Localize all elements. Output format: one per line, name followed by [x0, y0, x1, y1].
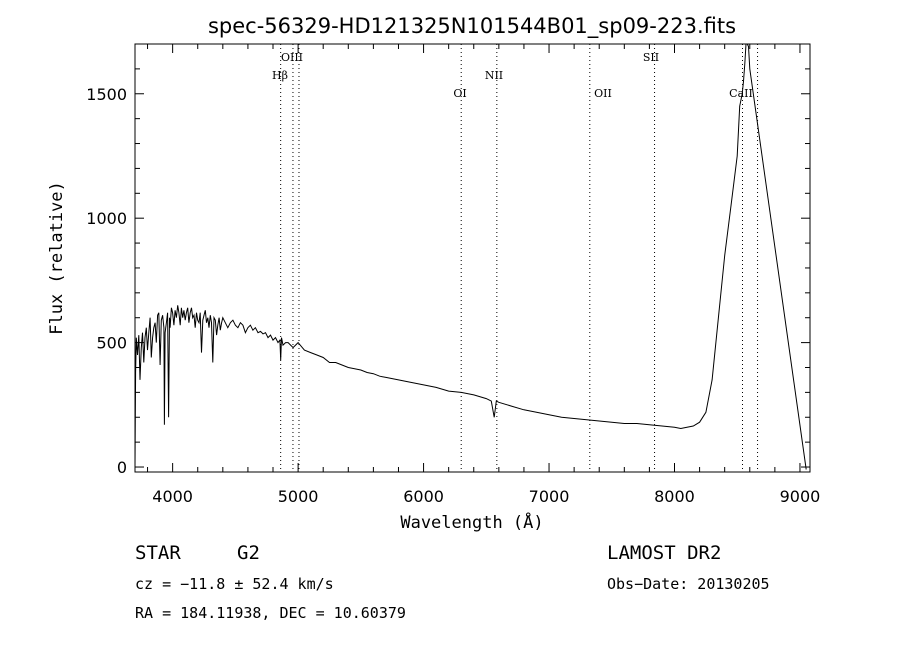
y-tick-label: 1000: [86, 209, 127, 228]
chart-title: spec-56329-HD121325N101544B01_sp09-223.f…: [208, 14, 736, 39]
label-sii: SII: [643, 51, 659, 64]
redshift-text: cz = −11.8 ± 52.4 km/s: [135, 575, 334, 593]
object-class: STAR: [135, 542, 181, 564]
y-tick-label: 1500: [86, 85, 127, 104]
label-hbeta: Hβ: [272, 69, 288, 82]
label-nii: NII: [485, 69, 503, 82]
spectral-line-markers: [280, 44, 759, 472]
y-tick-label: 0: [117, 458, 127, 477]
x-tick-label: 5000: [278, 487, 319, 506]
label-oiii: OIII: [281, 51, 303, 64]
plot-frame: [134, 43, 811, 473]
x-tick-label: 6000: [403, 487, 444, 506]
coords-text: RA = 184.11938, DEC = 10.60379: [135, 604, 406, 622]
spectrum-line: [134, 43, 807, 470]
x-axis-label: Wavelength (Å): [400, 511, 543, 533]
label-oii: OII: [594, 87, 612, 100]
x-tick-label: 7000: [529, 487, 570, 506]
obs-date-text: Obs−Date: 20130205: [607, 575, 770, 593]
axis-ticks: 4000 5000 6000 7000 8000 9000 0 500 1000 1500: [86, 43, 821, 506]
object-subclass: G2: [237, 542, 260, 564]
x-tick-label: 4000: [152, 487, 193, 506]
label-caii: CaII: [729, 87, 753, 100]
y-axis-label: Flux (relative): [47, 181, 67, 335]
x-tick-label: 8000: [654, 487, 695, 506]
y-tick-label: 500: [96, 334, 127, 353]
survey-name: LAMOST DR2: [607, 542, 721, 564]
x-tick-label: 9000: [780, 487, 821, 506]
label-oi: OI: [453, 87, 466, 100]
